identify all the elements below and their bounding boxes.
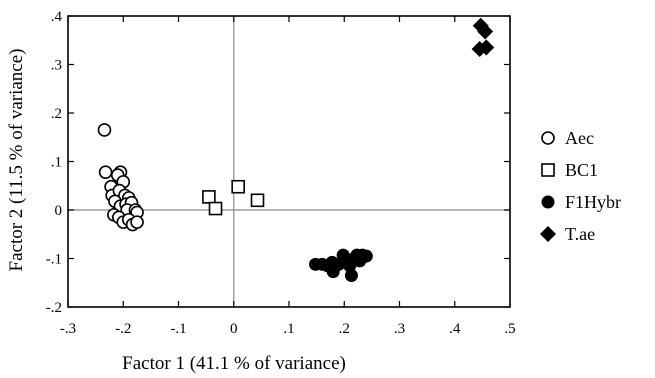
data-point [250,193,265,208]
series-aec [97,123,144,232]
legend: Aec BC1 F1Hybr T.ae [540,128,621,244]
data-point [130,215,144,229]
data-point [202,190,216,204]
data-point [208,201,223,216]
plot-frame [67,15,511,308]
data-point [231,179,245,194]
x-tick-label: -.2 [115,321,131,337]
legend-item: F1Hybr [541,192,621,212]
y-tick-label: -.2 [46,300,62,316]
reference-lines [68,16,510,307]
axis-ticks [67,15,511,308]
data-point [98,165,113,179]
legend-marker [541,131,555,145]
tick-labels: -.3 -.2 -.1 0 .1 .2 .3 .4 .5 -.2 -.1 0 .1 .2 .3 .4 [46,9,516,337]
legend-marker [541,163,555,177]
x-tick-label: -.3 [60,321,76,337]
y-tick-label: .1 [51,155,62,171]
legend-marker [541,195,555,209]
legend-label: Aec [565,128,594,148]
x-tick-label: .1 [283,321,294,337]
x-axis-title: Factor 1 (41.1 % of variance) [122,353,346,374]
data-point [478,39,495,56]
legend-item: T.ae [540,224,595,244]
y-axis-title: Factor 2 (11.5 % of variance) [6,49,27,272]
data-points [97,17,495,282]
x-tick-label: .5 [504,321,515,337]
data-point [477,23,494,40]
series-f1hybr [309,248,373,282]
data-point [344,268,358,282]
legend-marker [540,226,556,242]
x-tick-label: 0 [230,321,238,337]
y-tick-label: .4 [51,9,63,25]
y-tick-label: -.1 [46,252,62,268]
data-point [97,123,112,137]
legend-label: T.ae [565,224,595,244]
x-tick-label: .4 [449,321,461,337]
x-tick-label: .2 [339,321,350,337]
legend-label: BC1 [565,160,598,180]
y-tick-label: 0 [55,203,63,219]
y-tick-label: .2 [51,106,62,122]
y-tick-label: .3 [51,58,62,74]
legend-label: F1Hybr [565,192,621,212]
series-t-ae [471,17,495,57]
data-point [359,249,373,263]
x-tick-label: -.1 [170,321,186,337]
legend-item: Aec [541,128,594,148]
legend-item: BC1 [541,160,598,180]
x-tick-label: .3 [394,321,405,337]
series-bc1 [202,179,265,216]
